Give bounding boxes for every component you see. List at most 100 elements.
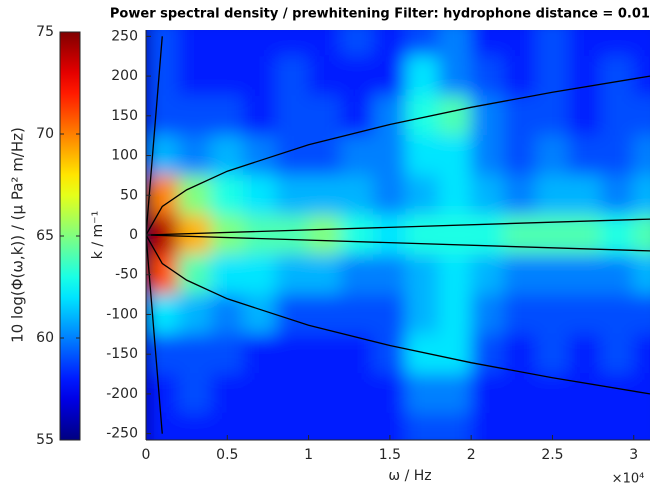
heatmap-cell xyxy=(405,214,440,256)
heatmap-cell xyxy=(470,135,505,176)
colorbar-tick-label: 75 xyxy=(36,24,54,40)
heatmap-cell xyxy=(503,333,537,375)
heatmap-cell xyxy=(633,254,650,296)
heatmap-cell xyxy=(210,55,245,97)
colorbar-tick-label: 65 xyxy=(36,228,54,244)
heatmap-cell xyxy=(535,333,570,375)
heatmap-cell xyxy=(633,55,650,97)
heatmap-cell xyxy=(178,214,212,256)
heatmap-cell xyxy=(438,294,472,335)
heatmap-cell xyxy=(210,373,245,415)
y-tick-label: -150 xyxy=(106,346,138,362)
heatmap-cell xyxy=(633,413,650,440)
heatmap-cell xyxy=(373,30,407,57)
heatmap-cell xyxy=(308,373,342,415)
x-axis-label: ω / Hz xyxy=(388,468,431,484)
heatmap-cell xyxy=(308,413,342,440)
heatmap-cell xyxy=(146,254,180,296)
x-tick-label: 2 xyxy=(467,447,476,463)
heatmap-cell xyxy=(600,254,635,296)
heatmap-cell xyxy=(600,174,635,216)
heatmap-cell xyxy=(438,55,472,97)
y-tick-label: -100 xyxy=(106,306,138,322)
x-tick-label: 3 xyxy=(629,447,638,463)
heatmap-cell xyxy=(210,95,245,137)
heatmap-cell xyxy=(373,373,407,415)
heatmap-cell xyxy=(373,294,407,335)
heatmap-cell xyxy=(470,294,505,335)
heatmap-cell xyxy=(503,373,537,415)
heatmap-cell xyxy=(308,254,342,296)
heatmap-cell xyxy=(568,373,602,415)
heatmap-cell xyxy=(146,373,180,415)
x-tick-label: 0 xyxy=(142,447,151,463)
heatmap-cell xyxy=(405,373,440,415)
heatmap-cell xyxy=(503,55,537,97)
heatmap-cell xyxy=(373,135,407,176)
heatmap-cell xyxy=(178,333,212,375)
heatmap-cell xyxy=(600,373,635,415)
heatmap-cell xyxy=(503,30,537,57)
heatmap-cell xyxy=(568,30,602,57)
y-tick-label: -50 xyxy=(115,267,138,283)
heatmap-cell xyxy=(146,413,180,440)
curve xyxy=(146,36,163,236)
heatmap-cell xyxy=(243,174,277,216)
heatmap-cell xyxy=(340,413,375,440)
heatmap-cell xyxy=(600,55,635,97)
x-exponent: ×10⁴ xyxy=(612,472,645,486)
heatmap-cell xyxy=(308,135,342,176)
heatmap-cell xyxy=(275,413,310,440)
colorbar-tick-label: 70 xyxy=(36,126,54,142)
heatmap-cell xyxy=(340,135,375,176)
heatmap-cell xyxy=(275,333,310,375)
heatmap-cell xyxy=(340,174,375,216)
heatmap-cell xyxy=(308,294,342,335)
heatmap-cell xyxy=(535,30,570,57)
heatmap-cell xyxy=(340,55,375,97)
heatmap-cell xyxy=(210,135,245,176)
colorbar-label: 10 log(Φ(ω,k)) / (μ Pa² m/Hz) xyxy=(9,127,27,343)
heatmap-cell xyxy=(178,294,212,335)
heatmap-cells xyxy=(146,30,650,440)
heatmap-cell xyxy=(438,174,472,216)
heatmap-cell xyxy=(243,413,277,440)
colorbar-tick-label: 55 xyxy=(36,432,54,448)
heatmap-cell xyxy=(373,214,407,256)
heatmap-cell xyxy=(503,254,537,296)
heatmap-cell xyxy=(535,95,570,137)
y-tick-label: 50 xyxy=(120,187,138,203)
heatmap-cell xyxy=(146,55,180,97)
heatmap-cell xyxy=(243,95,277,137)
axes: 55 60 65 70 75 0 0.5 1 1.5 2 2.5 3 -250 -200 -150 -100 -… xyxy=(36,24,650,463)
heatmap-cell xyxy=(243,373,277,415)
heatmap-cell xyxy=(568,254,602,296)
colorbar-tick-label: 60 xyxy=(36,330,54,346)
heatmap-cell xyxy=(275,214,310,256)
heatmap-cell xyxy=(373,174,407,216)
heatmap-cell xyxy=(503,214,537,256)
heatmap-cell xyxy=(535,55,570,97)
heatmap-cell xyxy=(275,135,310,176)
heatmap-cell xyxy=(340,214,375,256)
heatmap-cell xyxy=(535,294,570,335)
curve xyxy=(146,234,650,395)
heatmap-cell xyxy=(243,214,277,256)
curve xyxy=(146,75,650,236)
heatmap-cell xyxy=(438,413,472,440)
heatmap-cell xyxy=(568,55,602,97)
heatmap-cell xyxy=(503,135,537,176)
heatmap-cell xyxy=(633,30,650,57)
heatmap-cell xyxy=(373,95,407,137)
heatmap-cell xyxy=(243,294,277,335)
heatmap-cell xyxy=(503,413,537,440)
y-tick-label: -200 xyxy=(106,386,138,402)
heatmap-cell xyxy=(210,174,245,216)
curve xyxy=(146,234,650,252)
heatmap-cell xyxy=(178,55,212,97)
heatmap-cell xyxy=(438,135,472,176)
y-axis-label: k / m⁻¹ xyxy=(90,211,106,259)
heatmap-cell xyxy=(308,333,342,375)
heatmap-cell xyxy=(308,214,342,256)
